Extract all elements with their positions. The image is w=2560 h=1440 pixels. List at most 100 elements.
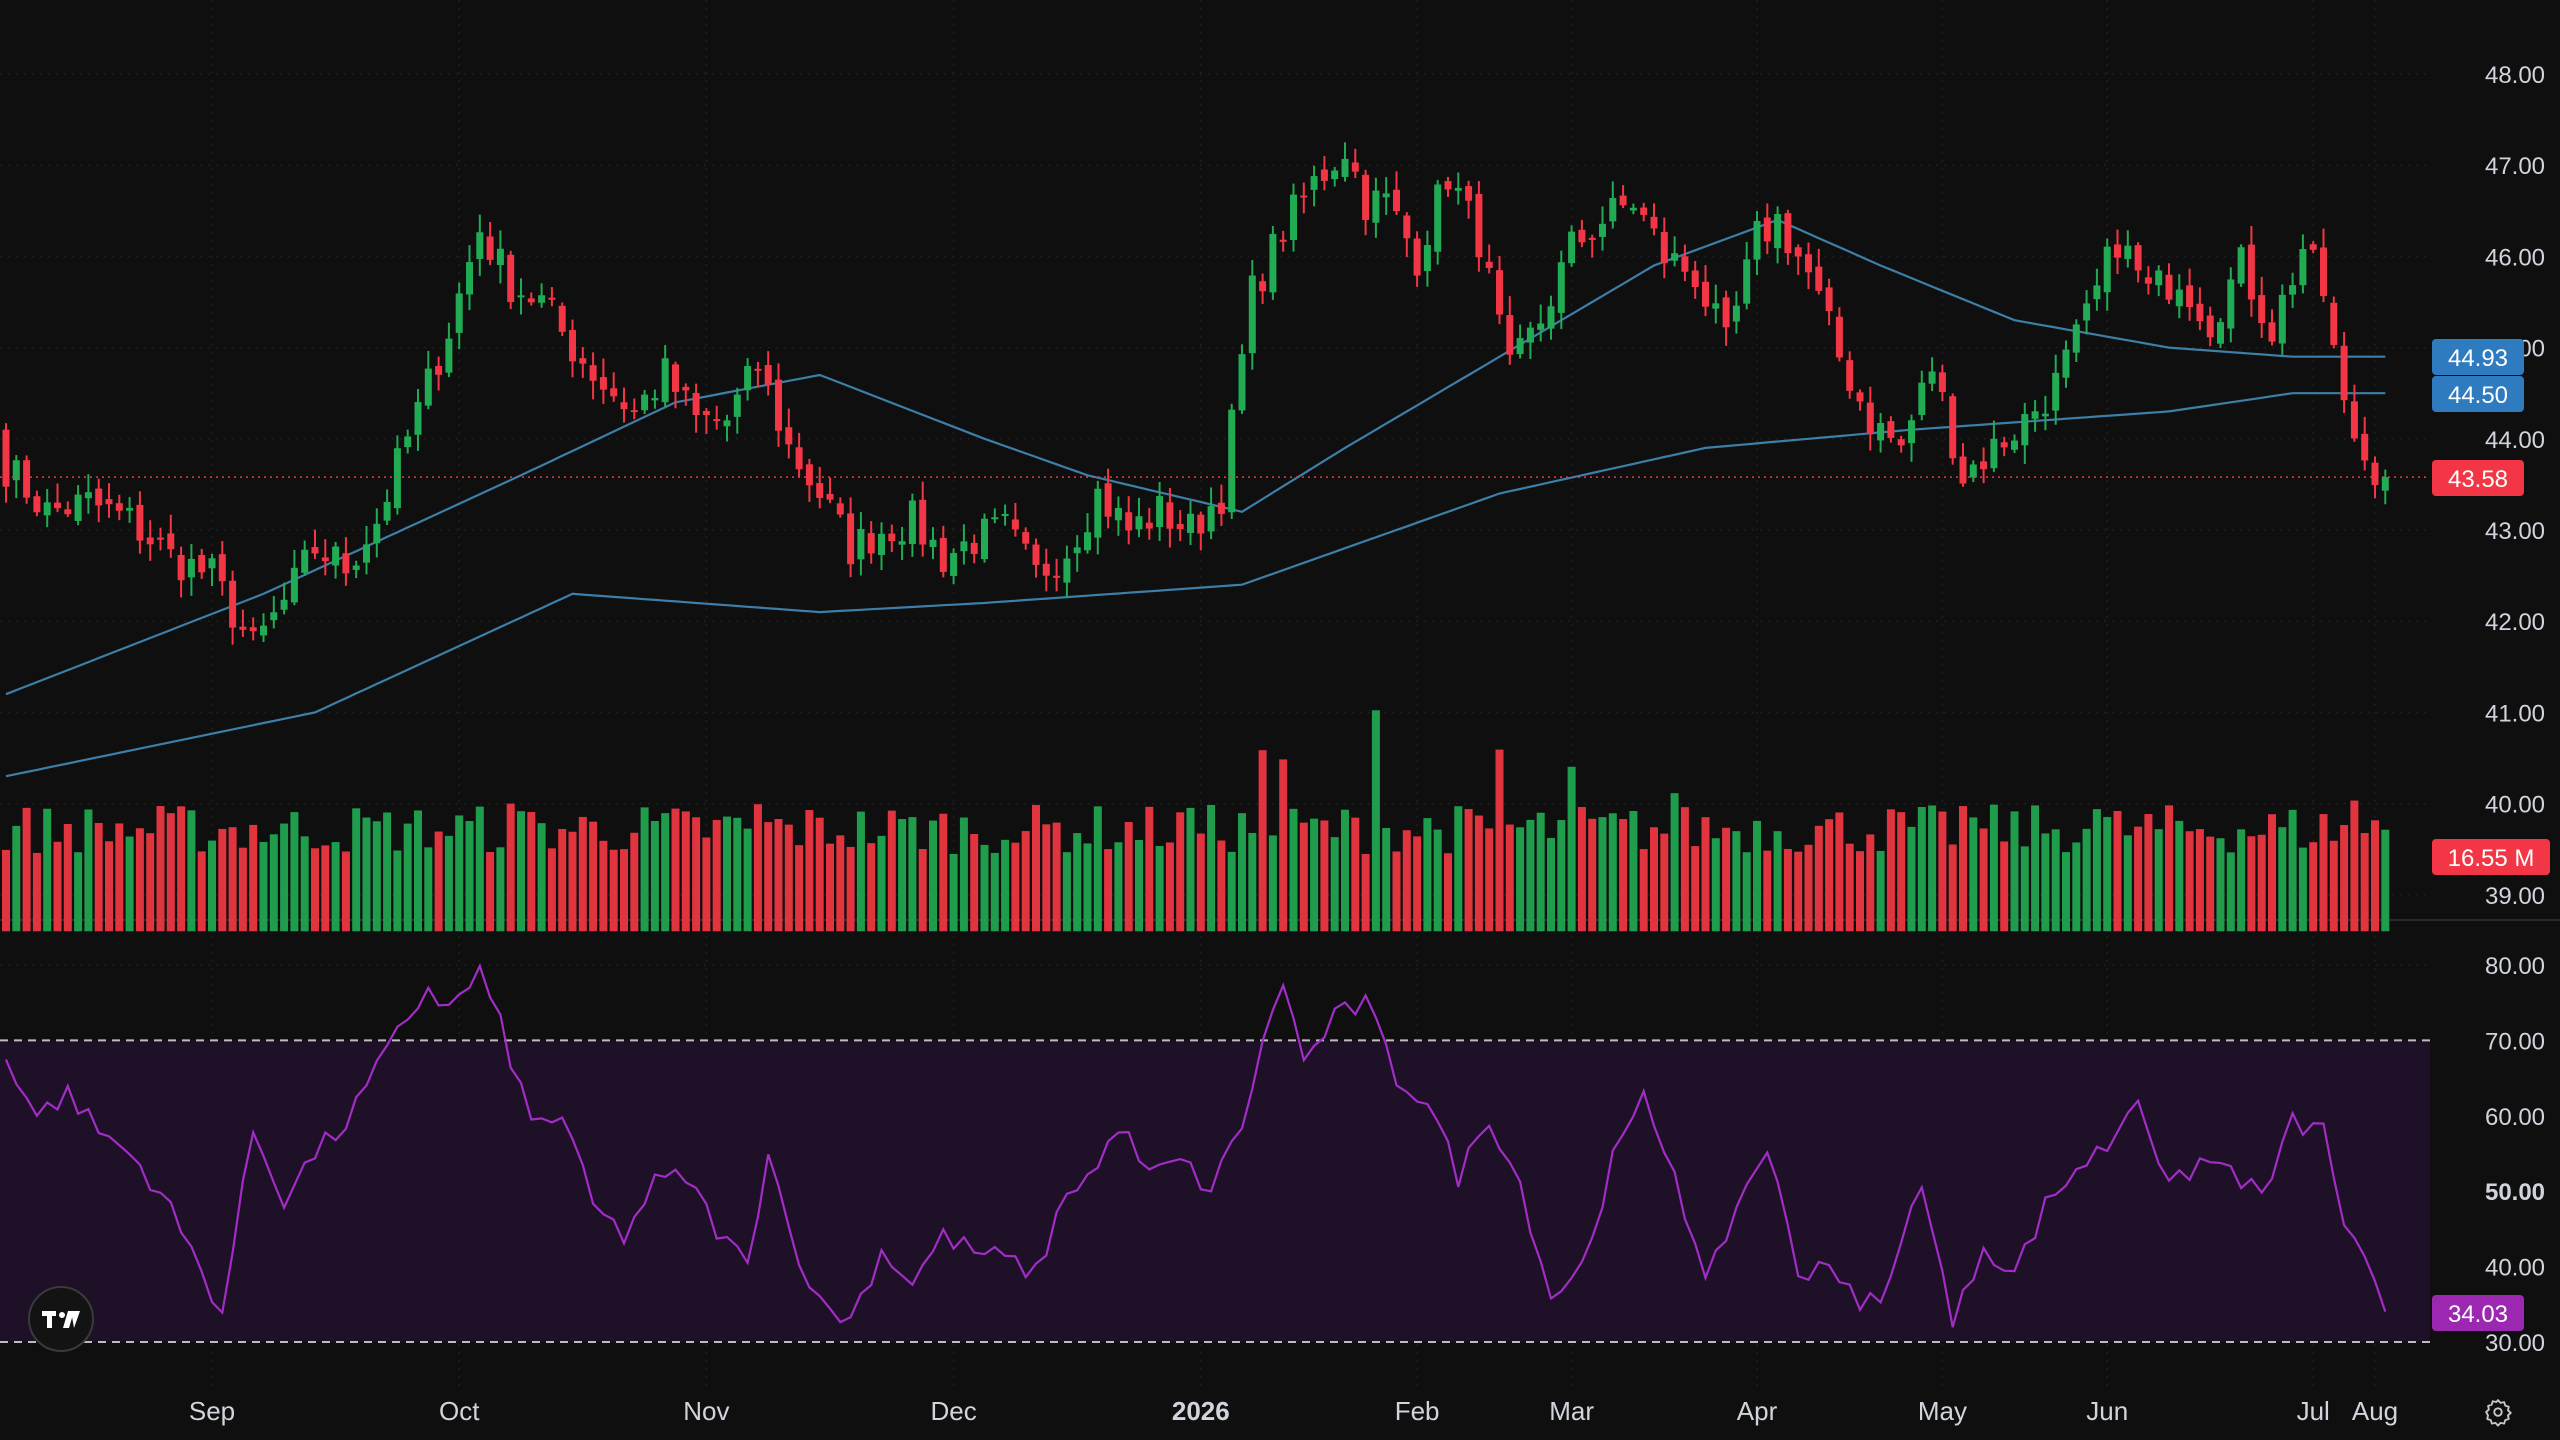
volume-bar [125,836,134,932]
candle-body [1825,287,1833,312]
candle-body [2144,277,2152,284]
candle-body [1588,237,1596,240]
volume-value: 16.55 M [2448,845,2535,872]
candle-body [1784,213,1792,254]
volume-bar [115,823,124,932]
price-tick-label: 46.00 [2485,244,2545,271]
candle-body [1506,315,1514,355]
candle-body [1197,514,1205,534]
candle-body [270,612,278,621]
volume-bar [887,810,896,932]
candle-body [136,504,144,541]
candle-body [198,555,206,573]
candle-body [1660,232,1668,264]
tradingview-logo-glyph [42,1311,80,1328]
candle-body [1454,187,1462,191]
volume-bar [1773,831,1782,932]
candle-body [1156,496,1164,528]
candle-body [2134,245,2142,271]
volume-bar [1454,806,1463,932]
candle-body [1063,558,1071,583]
candle-body [1557,262,1565,313]
volume-bar [1598,817,1607,932]
candle-body [1578,229,1586,243]
volume-bar [1186,807,1195,932]
candle-body [352,565,360,570]
time-axis[interactable]: Sep Oct Nov Dec 2026 Feb Mar Apr May Jun Jul Aug [189,1396,2398,1426]
candle-body [1423,245,1431,271]
rsi-tick-label: 80.00 [2485,953,2545,980]
volume-bar [414,810,422,932]
volume-bar [2340,824,2349,932]
volume-bar [105,841,113,932]
volume-bar [1588,818,1597,932]
volume-bar [1722,827,1731,932]
candle-body [1094,488,1102,538]
volume-bar [2010,811,2019,932]
candle-body [1609,197,1617,222]
candle-body [2217,322,2224,344]
volume-bar [32,852,41,932]
rsi-tick-label: 40.00 [2485,1255,2545,1282]
volume-bar [856,811,865,932]
volume-bar [1907,826,1916,932]
tradingview-logo-icon[interactable] [28,1286,94,1352]
candle-body [476,232,484,260]
volume-bar [238,847,247,932]
candle-body [1351,162,1359,172]
candle-body [393,448,401,509]
candle-body [754,368,762,371]
volume-bar [280,823,289,932]
candle-body [1691,270,1699,288]
candle-body [404,436,412,448]
candle-body [692,392,700,416]
volume-bar [2154,829,2163,932]
candle-body [1032,544,1040,565]
volume-bar [94,822,103,932]
volume-bar [2329,840,2338,932]
price-tick-label: 39.00 [2485,883,2545,910]
candle-body [1176,523,1184,530]
candle-body [249,627,257,632]
candle-body [805,464,813,486]
candle-body [1187,513,1194,533]
candle-body [960,541,968,552]
volume-bar [455,815,464,932]
volume-bar [1155,846,1164,932]
volume-bar [949,853,958,932]
candle-body [1794,247,1802,257]
candle-body [744,366,752,391]
candle-body [177,554,185,581]
candle-body [466,262,473,295]
volume-bar [1969,817,1978,932]
volume-bar [1928,805,1937,932]
candle-body [1125,512,1133,531]
volume-bar [846,846,855,932]
volume-bar [2144,814,2153,932]
candle-body [167,533,175,550]
price-tick-label: 44.00 [2485,427,2545,454]
volume-bar [1845,843,1854,932]
candle-body [1681,256,1689,272]
volume-bar [2247,836,2256,932]
volume-bar [1032,804,1040,932]
candle-body [1496,270,1503,315]
volume-bar [877,835,886,932]
volume-bar [723,816,731,932]
volume-bar [1464,809,1473,932]
time-tick-label: Apr [1737,1396,1778,1426]
candle-body [2237,247,2245,284]
gear-icon[interactable] [2478,1392,2518,1432]
volume-bar [692,817,701,932]
volume-bar [1238,813,1246,932]
candle-body [2011,440,2018,450]
candle-body [1866,402,1874,435]
volume-bar [1536,812,1545,932]
time-tick-label: Oct [439,1396,480,1426]
candle-body [1702,281,1709,307]
rsi-tick-label: 50.00 [2485,1179,2545,1206]
rsi-axis[interactable]: 30.00 40.00 50.00 60.00 70.00 80.00 [2485,953,2545,1357]
volume-bar [970,833,979,932]
volume-bar [269,834,278,932]
